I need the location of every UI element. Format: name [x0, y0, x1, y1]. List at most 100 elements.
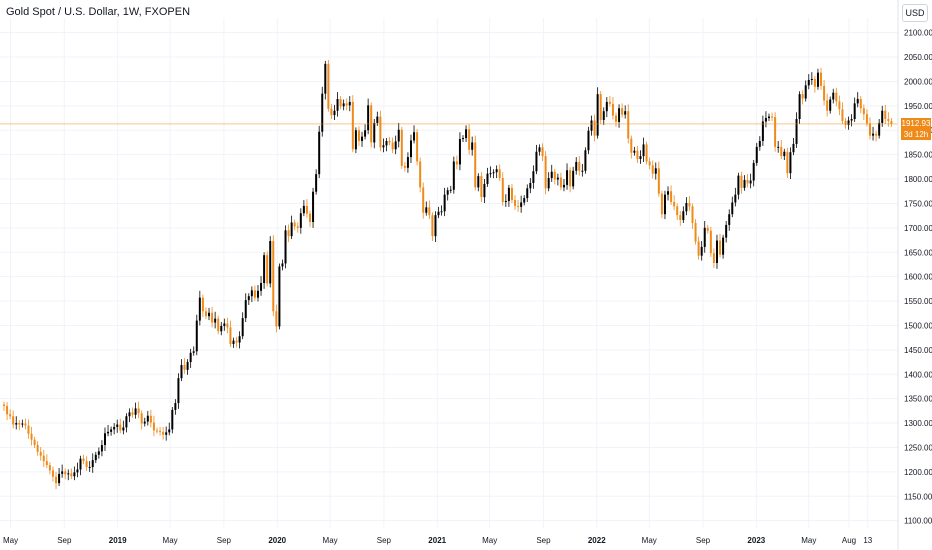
x-tick-label: 2019: [109, 536, 127, 545]
candle-body: [566, 170, 569, 185]
candle-body: [171, 409, 174, 430]
candle-body: [725, 224, 728, 238]
candle-body: [379, 116, 382, 148]
y-tick-label: 2100.00: [904, 29, 932, 38]
candle-body: [422, 187, 425, 213]
y-tick-label: 1500.00: [904, 321, 932, 330]
candle-body: [654, 168, 657, 174]
candle-body: [670, 191, 673, 202]
candle-body: [244, 300, 247, 319]
candle-body: [462, 138, 464, 140]
candle-body: [103, 433, 106, 446]
grid-layer: [0, 18, 898, 528]
candle-body: [700, 246, 703, 256]
candle-body: [137, 408, 140, 414]
candle-body: [550, 171, 553, 179]
candle-body: [768, 116, 770, 119]
candle-body: [24, 423, 27, 426]
candle-body: [70, 473, 73, 477]
x-tick-label: May: [482, 536, 497, 545]
candle-body: [535, 151, 538, 172]
candle-body: [385, 140, 388, 146]
candle-body: [302, 205, 305, 214]
candle-body: [42, 455, 45, 462]
candle-body: [575, 161, 578, 171]
candle-body: [321, 93, 324, 132]
candle-body: [79, 458, 82, 470]
candle-body: [67, 473, 70, 475]
candle-body: [878, 122, 881, 136]
candle-body: [64, 471, 67, 475]
y-axis: 2100.002050.002000.001950.001900.001850.…: [897, 0, 932, 550]
y-tick-label: 1200.00: [904, 468, 932, 477]
candle-body: [211, 312, 214, 323]
candle-body: [581, 170, 584, 172]
candle-body: [195, 320, 198, 352]
candle-body: [27, 425, 30, 434]
candle-body: [795, 119, 798, 144]
x-tick-label: May: [323, 536, 338, 545]
y-tick-label: 1550.00: [904, 297, 932, 306]
candle-body: [367, 105, 370, 131]
candle-body: [364, 130, 367, 137]
candle-body: [156, 430, 158, 432]
candle-body: [881, 110, 884, 123]
candle-body: [489, 173, 492, 175]
candle-body: [183, 364, 186, 370]
candle-body: [226, 323, 229, 328]
candle-body: [474, 142, 477, 188]
candle-body: [223, 323, 226, 326]
candle-body: [293, 222, 296, 227]
candle-body: [572, 170, 575, 187]
candle-body: [116, 424, 119, 427]
candle-body: [263, 255, 266, 284]
candle-body: [660, 193, 663, 215]
candle-body: [318, 131, 321, 175]
candle-body: [847, 120, 850, 125]
candle-body: [220, 325, 223, 332]
candle-body: [443, 194, 446, 212]
candle-body: [247, 296, 250, 301]
candle-body: [110, 429, 113, 432]
candle-body: [771, 116, 774, 118]
candle-body: [786, 151, 789, 174]
y-tick-label: 1750.00: [904, 199, 932, 208]
candle-body: [618, 108, 621, 122]
candle-body: [758, 140, 761, 147]
candle-body: [682, 211, 685, 221]
candle-body: [452, 161, 455, 190]
candle-body: [578, 161, 581, 171]
candle-body: [734, 194, 737, 203]
candle-body: [214, 318, 217, 323]
currency-button[interactable]: USD: [902, 4, 928, 22]
candle-body: [673, 201, 676, 207]
candle-body: [679, 215, 682, 221]
candle-body: [667, 191, 670, 195]
candle-body: [486, 173, 489, 184]
candle-body: [648, 161, 651, 166]
candle-body: [428, 207, 431, 216]
candle-body: [639, 156, 642, 160]
candle-body: [553, 171, 556, 180]
candle-body: [266, 255, 269, 284]
candle-body: [715, 240, 718, 263]
candle-body: [777, 146, 780, 148]
candle-body: [584, 150, 587, 171]
y-tick-label: 1600.00: [904, 273, 932, 282]
candle-body: [6, 405, 9, 415]
candle-body: [645, 144, 648, 162]
candle-body: [663, 194, 666, 215]
candle-body: [832, 92, 835, 100]
candle-body: [740, 175, 743, 188]
candle-body: [82, 458, 85, 462]
x-tick-label: 2020: [268, 536, 286, 545]
candle-body: [731, 202, 734, 215]
candle-body: [260, 283, 263, 291]
candle-body: [162, 431, 165, 435]
candle-body: [61, 471, 64, 474]
candle-body: [780, 146, 783, 157]
candle-body: [113, 426, 116, 430]
candle-body: [556, 177, 559, 180]
candle-body: [284, 230, 287, 264]
